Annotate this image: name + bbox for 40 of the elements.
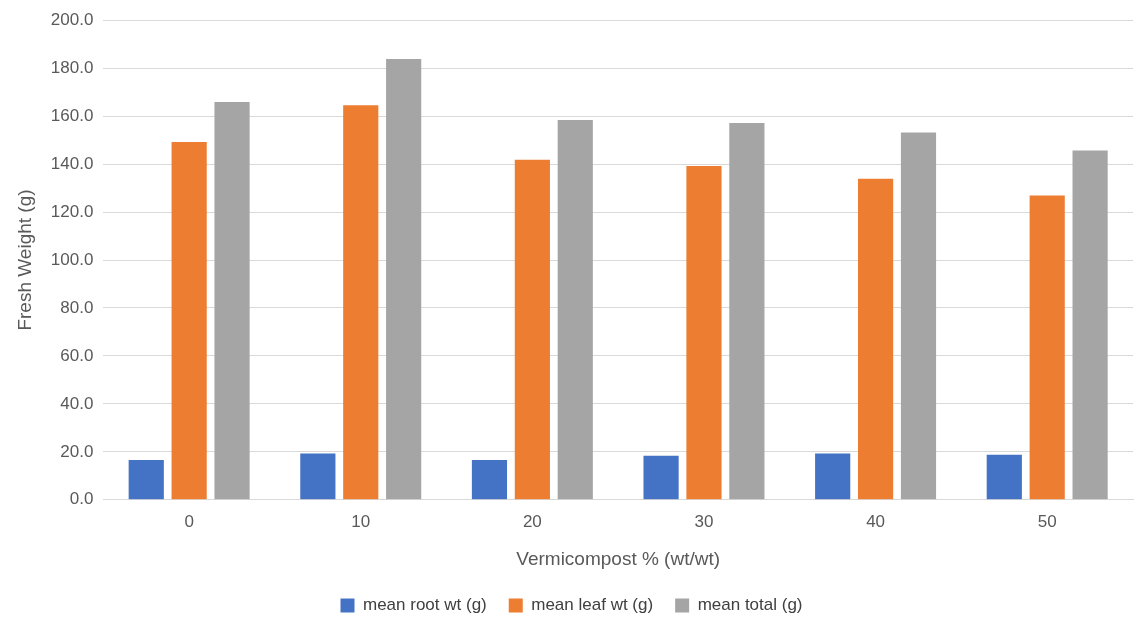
bar [128,459,164,500]
bar [900,132,937,500]
y-tick-label: 0.0 [69,489,94,509]
bar [300,453,336,500]
bar [815,453,851,500]
bar [643,455,679,500]
x-tick-label: 10 [351,511,371,531]
x-tick-label: 30 [694,511,714,531]
x-tick-label: 50 [1037,511,1057,531]
y-tick-label: 160.0 [50,105,94,125]
x-tick-label: 40 [866,511,886,531]
bar [471,459,508,500]
x-axis-title: Vermicompost % (wt/wt) [516,547,721,569]
x-tick-label: 0 [184,511,194,531]
bar [986,454,1022,500]
bar [557,119,593,500]
legend-label: mean root wt (g) [362,595,487,615]
y-tick-label: 40.0 [60,393,94,413]
bar [686,166,722,500]
legend-label: mean total (g) [697,595,803,615]
bar [386,59,422,500]
y-tick-label: 20.0 [60,441,94,461]
bar [514,159,550,500]
legend-label: mean leaf wt (g) [531,595,654,615]
y-tick-label: 140.0 [50,153,94,173]
bar [858,178,894,500]
bar [1072,150,1108,500]
y-tick-label: 180.0 [50,57,94,77]
bar [171,142,207,500]
bar [729,123,765,500]
bar [343,105,379,500]
bar [1029,195,1065,500]
y-tick-label: 200.0 [50,9,94,29]
y-tick-label: 60.0 [60,345,94,365]
y-tick-label: 100.0 [50,249,94,269]
x-tick-label: 20 [522,511,542,531]
y-axis-title: Fresh Weight (g) [13,189,35,331]
y-tick-label: 80.0 [60,297,94,317]
y-tick-label: 120.0 [50,201,94,221]
bar [214,101,250,500]
